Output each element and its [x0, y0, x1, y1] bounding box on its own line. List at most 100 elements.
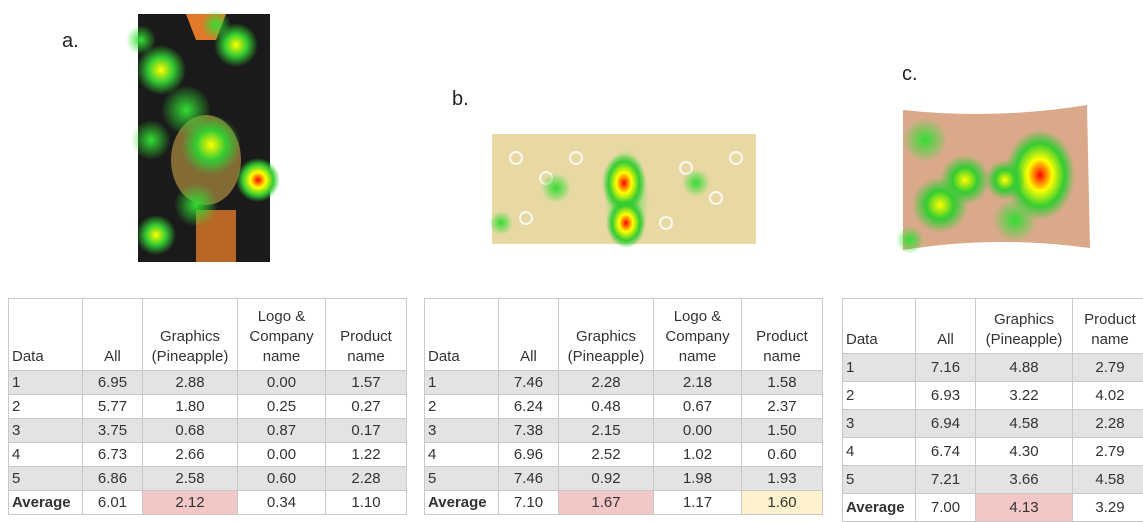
table-cell: 3.29 [1073, 494, 1143, 522]
table-cell: 2 [843, 382, 916, 410]
table-cell: 2.66 [143, 443, 238, 467]
table-cell: 7.00 [916, 494, 976, 522]
header-cell: Data [9, 299, 83, 371]
header-cell: All [499, 299, 559, 371]
table-cell: 4.58 [976, 410, 1073, 438]
table-cell: 1.22 [326, 443, 407, 467]
table-cell: 7.46 [499, 467, 559, 491]
heatmap-image-c [895, 100, 1095, 260]
table-cell: 0.34 [238, 491, 326, 515]
table-cell: 0.87 [238, 419, 326, 443]
table-cell: 1.98 [654, 467, 742, 491]
table-cell: 0.25 [238, 395, 326, 419]
table-cell: 5 [425, 467, 499, 491]
header-cell: Logo & Company name [654, 299, 742, 371]
table-cell: Average [843, 494, 916, 522]
table-cell: 6.24 [499, 395, 559, 419]
table-cell: 0.60 [238, 467, 326, 491]
header-cell: Product name [742, 299, 823, 371]
panel-label: a. [62, 30, 79, 53]
table-cell: 6.74 [916, 438, 976, 466]
table-cell: 4.02 [1073, 382, 1143, 410]
table-cell: 2.15 [559, 419, 654, 443]
table-cell: 0.68 [143, 419, 238, 443]
table-cell: 0.00 [238, 371, 326, 395]
header-cell: Product name [326, 299, 407, 371]
table-cell: 0.92 [559, 467, 654, 491]
table-cell: 4 [425, 443, 499, 467]
table-cell: 2.88 [143, 371, 238, 395]
header-cell: Graphics (Pineapple) [976, 299, 1073, 354]
table-cell: 7.38 [499, 419, 559, 443]
header-cell: All [916, 299, 976, 354]
table-cell: 7.16 [916, 354, 976, 382]
table-cell: 0.60 [742, 443, 823, 467]
table-cell: 1.02 [654, 443, 742, 467]
table-cell: Average [425, 491, 499, 515]
table-cell: 1.17 [654, 491, 742, 515]
table-cell: 2.28 [1073, 410, 1143, 438]
header-cell: Product name [1073, 299, 1143, 354]
table-cell: 2.79 [1073, 438, 1143, 466]
table-cell: 5.77 [83, 395, 143, 419]
table-cell: 2.52 [559, 443, 654, 467]
heatmap-image-a [126, 10, 286, 266]
table-cell: 1 [9, 371, 83, 395]
table-cell: 6.01 [83, 491, 143, 515]
table-cell: 7.10 [499, 491, 559, 515]
table-cell: 2.12 [143, 491, 238, 515]
table-cell: 0.67 [654, 395, 742, 419]
table-cell: 2.28 [326, 467, 407, 491]
table-cell: 2.79 [1073, 354, 1143, 382]
table-cell: 3.75 [83, 419, 143, 443]
figure-page: {"panels": [ {"label": "a.", "table": {"… [0, 0, 1143, 522]
table-cell: 1 [425, 371, 499, 395]
table-cell: 1.80 [143, 395, 238, 419]
table-cell: 6.86 [83, 467, 143, 491]
table-cell: 1.10 [326, 491, 407, 515]
table-cell: 5 [843, 466, 916, 494]
table-cell: 2 [9, 395, 83, 419]
table-cell: 3 [843, 410, 916, 438]
table-cell: 5 [9, 467, 83, 491]
table-cell: 3.22 [976, 382, 1073, 410]
table-cell: 2 [425, 395, 499, 419]
table-cell: 0.27 [326, 395, 407, 419]
table-cell: 6.93 [916, 382, 976, 410]
table-cell: 0.00 [238, 443, 326, 467]
header-cell: Data [843, 299, 916, 354]
table-cell: 3.66 [976, 466, 1073, 494]
table-cell: 2.58 [143, 467, 238, 491]
table-cell: 3 [9, 419, 83, 443]
table-cell: 4.58 [1073, 466, 1143, 494]
table-cell: 0.17 [326, 419, 407, 443]
table-cell: 1.58 [742, 371, 823, 395]
header-cell: Graphics (Pineapple) [559, 299, 654, 371]
panel-label: c. [902, 63, 918, 86]
table-cell: 4.13 [976, 494, 1073, 522]
table-cell: 7.46 [499, 371, 559, 395]
table-cell: 3 [425, 419, 499, 443]
table-cell: 2.18 [654, 371, 742, 395]
table-cell: 7.21 [916, 466, 976, 494]
table-cell: 4.88 [976, 354, 1073, 382]
table-cell: 2.37 [742, 395, 823, 419]
table-cell: 4.30 [976, 438, 1073, 466]
table-cell: 0.00 [654, 419, 742, 443]
